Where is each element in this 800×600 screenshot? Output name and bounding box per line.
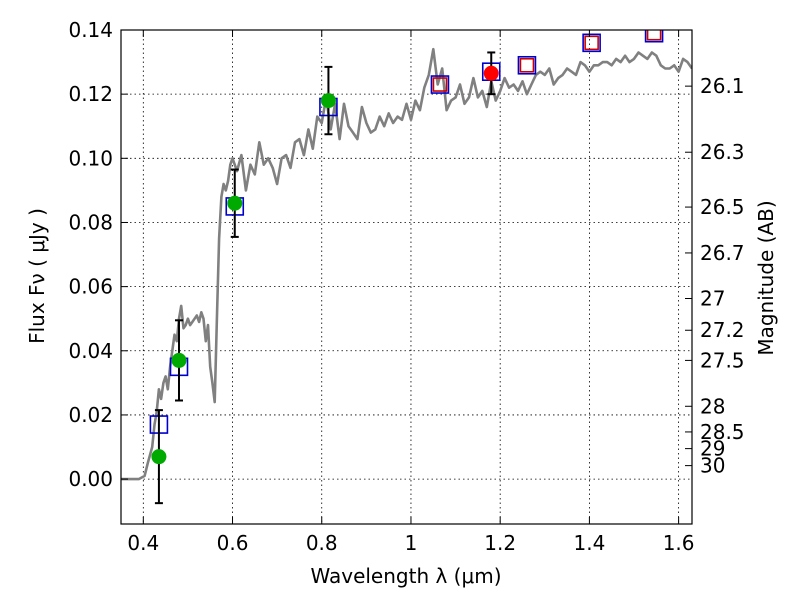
mag-tick-label: 26.3 <box>700 140 745 164</box>
point-observed-red <box>483 65 499 81</box>
point-model-points-blue <box>644 30 664 43</box>
point-model-points-red <box>584 35 599 51</box>
x-tick-label: 0.6 <box>217 531 249 555</box>
x-tick-label: 1.6 <box>663 531 695 555</box>
x-axis-label: Wavelength λ (μm) <box>310 564 501 588</box>
x-tick-label: 1.2 <box>484 531 516 555</box>
y-tick-label: 0.00 <box>68 467 113 491</box>
y-axis-left: 0.00 0.02 0.04 0.06 0.08 0.10 0.12 0.14 <box>68 18 128 491</box>
point-observed-green <box>227 195 243 211</box>
y-tick-label: 0.02 <box>68 403 113 427</box>
y-tick-label: 0.12 <box>68 82 113 106</box>
y-tick-label: 0.04 <box>68 339 113 363</box>
y-tick-label: 0.10 <box>68 146 113 170</box>
mag-tick-label: 27 <box>700 286 725 310</box>
x-tick-label: 1 <box>405 531 418 555</box>
mag-tick-label: 30 <box>700 454 725 478</box>
x-tick-label: 0.8 <box>306 531 338 555</box>
point-observed-green <box>151 449 167 465</box>
mag-tick-label: 27.5 <box>700 348 745 372</box>
mag-tick-label: 26.5 <box>700 195 745 219</box>
mag-tick-label: 28.5 <box>700 420 745 444</box>
plot-frame <box>120 29 693 525</box>
y-axis-right-label: Magnitude (AB) <box>754 200 778 355</box>
y-axis-label: Flux Fν ( μJy ) <box>25 208 49 344</box>
y-tick-label: 0.08 <box>68 210 113 234</box>
point-observed-green <box>171 352 187 368</box>
y-tick-label: 0.06 <box>68 275 113 299</box>
mag-tick-label: 29 <box>700 437 725 461</box>
point-model-points-blue <box>582 33 601 53</box>
mag-tick-label: 27.2 <box>700 318 745 342</box>
point-model-points-blue <box>517 55 537 75</box>
mag-tick-label: 26.1 <box>700 74 745 98</box>
series-line-template-spectrum <box>121 47 692 481</box>
point-model-points-red <box>646 30 662 41</box>
x-tick-label: 0.4 <box>127 531 159 555</box>
mag-tick-label: 28 <box>700 394 725 418</box>
point-model-points-red <box>519 57 535 73</box>
y-tick-label: 0.14 <box>68 18 113 42</box>
plot-area <box>121 30 692 505</box>
point-model-points-red <box>432 77 448 92</box>
x-axis: 0.4 0.6 0.8 1 1.2 1.4 1.6 <box>127 30 695 555</box>
x-tick-label: 1.4 <box>573 531 605 555</box>
point-model-points-blue <box>430 75 450 94</box>
point-observed-green <box>320 93 336 109</box>
mag-tick-label: 26.7 <box>700 241 745 265</box>
